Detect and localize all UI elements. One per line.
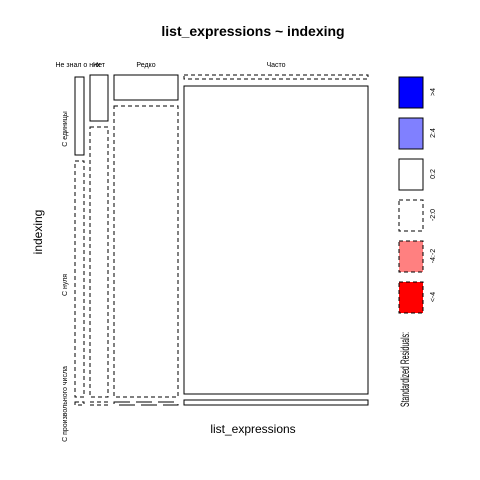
- legend-swatch-lt-neg4: [398, 281, 424, 314]
- chart-title: list_expressions ~ indexing: [161, 23, 344, 39]
- legend-swatch-neg4-neg2: [398, 240, 424, 273]
- legend-label-lt-neg4: <-4: [430, 292, 437, 302]
- legend-label-neg4-neg2: -4:-2: [430, 249, 437, 264]
- legend-swatch-0-2: [398, 158, 424, 191]
- row-label-s-nulya: С нуля: [62, 274, 69, 296]
- legend-label-2-4: 2:4: [430, 128, 437, 138]
- legend-swatch-2-4: [398, 117, 424, 150]
- tile-net-s-proizvolnogo: [89, 401, 109, 406]
- legend: >4 2:4 0:2 -2:0 -4:-2 <-4 Standardized R…: [398, 76, 437, 407]
- row-label-s-proizvolnogo: С произвольного числа: [62, 366, 69, 442]
- legend-swatch-neg2-0: [398, 199, 424, 232]
- legend-title: Standardized Residuals:: [398, 332, 412, 407]
- tile-chasto-s-nulya: [183, 85, 369, 395]
- x-axis-label: list_expressions: [210, 422, 295, 436]
- tile-net-s-edinicy: [89, 74, 109, 122]
- legend-label-neg2-0: -2:0: [430, 209, 437, 221]
- legend-label-0-2: 0:2: [430, 169, 437, 179]
- tile-net-s-nulya: [89, 126, 109, 398]
- col-label-redko: Редко: [136, 62, 155, 69]
- legend-label-gt4: >4: [430, 88, 437, 96]
- legend-swatch-gt4: [398, 76, 424, 109]
- tile-chasto-s-edinicy: [183, 74, 369, 80]
- col-label-chasto: Часто: [266, 62, 285, 69]
- col-label-ne-znal: Не знал о них: [55, 62, 101, 69]
- tile-ne-znal-s-proizvolnogo: [74, 401, 85, 406]
- tile-ne-znal-s-nulya: [74, 160, 85, 398]
- y-axis-label: indexing: [31, 210, 45, 255]
- row-label-s-edinicy: С единицы: [62, 111, 69, 147]
- tile-redko-s-edinicy: [113, 74, 179, 101]
- tile-chasto-s-proizvolnogo: [183, 399, 369, 406]
- col-label-net: Нет: [93, 62, 106, 69]
- tile-redko-s-proizvolnogo: [113, 401, 179, 406]
- tile-ne-znal-s-edinicy: [74, 76, 85, 156]
- tile-redko-s-nulya: [113, 105, 179, 398]
